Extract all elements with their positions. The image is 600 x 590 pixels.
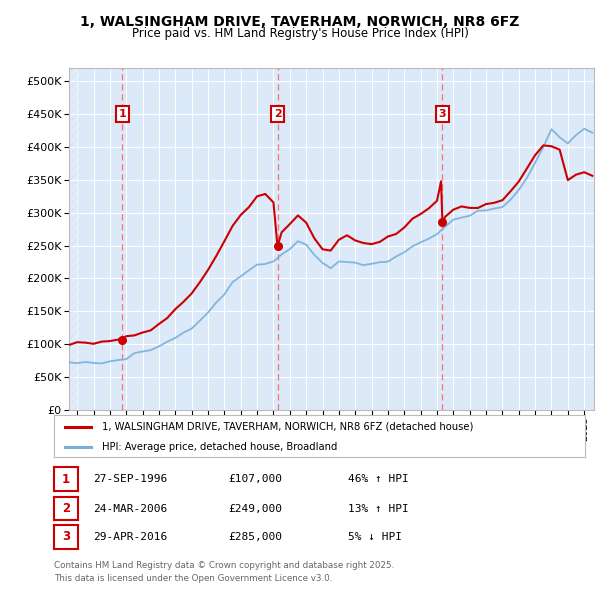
Text: 1, WALSINGHAM DRIVE, TAVERHAM, NORWICH, NR8 6FZ (detached house): 1, WALSINGHAM DRIVE, TAVERHAM, NORWICH, … — [102, 422, 473, 432]
Text: 2: 2 — [274, 109, 281, 119]
Text: £107,000: £107,000 — [228, 474, 282, 484]
Text: 1, WALSINGHAM DRIVE, TAVERHAM, NORWICH, NR8 6FZ: 1, WALSINGHAM DRIVE, TAVERHAM, NORWICH, … — [80, 15, 520, 29]
Text: 1: 1 — [118, 109, 126, 119]
Text: 3: 3 — [62, 530, 70, 543]
Text: £249,000: £249,000 — [228, 504, 282, 513]
Bar — [69, 68, 77, 410]
Text: £285,000: £285,000 — [228, 532, 282, 542]
Text: 27-SEP-1996: 27-SEP-1996 — [93, 474, 167, 484]
Text: Price paid vs. HM Land Registry's House Price Index (HPI): Price paid vs. HM Land Registry's House … — [131, 27, 469, 40]
Text: 2: 2 — [62, 502, 70, 515]
Text: 1: 1 — [62, 473, 70, 486]
Text: 24-MAR-2006: 24-MAR-2006 — [93, 504, 167, 513]
Text: 46% ↑ HPI: 46% ↑ HPI — [348, 474, 409, 484]
Text: 29-APR-2016: 29-APR-2016 — [93, 532, 167, 542]
Text: 13% ↑ HPI: 13% ↑ HPI — [348, 504, 409, 513]
Text: 5% ↓ HPI: 5% ↓ HPI — [348, 532, 402, 542]
Text: 3: 3 — [439, 109, 446, 119]
Text: HPI: Average price, detached house, Broadland: HPI: Average price, detached house, Broa… — [102, 442, 337, 451]
Text: Contains HM Land Registry data © Crown copyright and database right 2025.
This d: Contains HM Land Registry data © Crown c… — [54, 562, 394, 583]
